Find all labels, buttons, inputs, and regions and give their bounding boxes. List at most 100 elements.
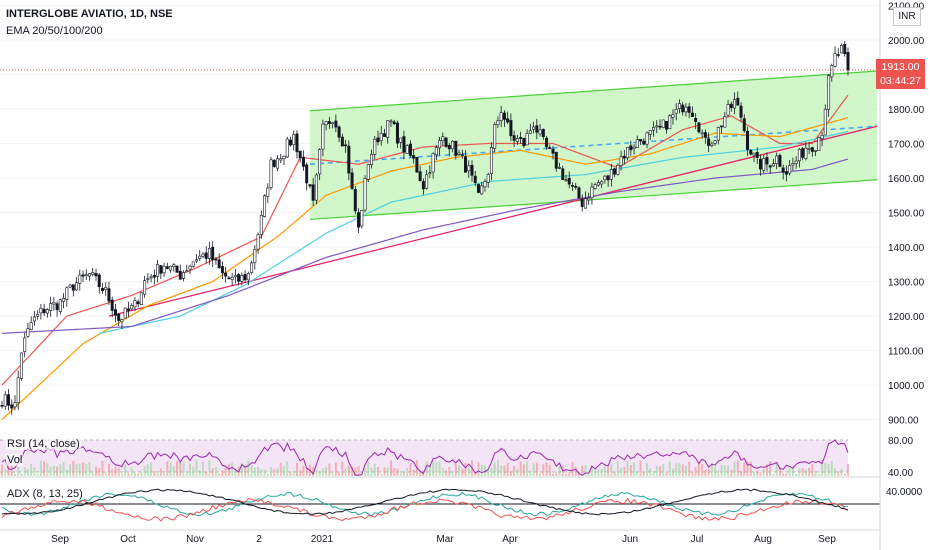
candle-7 [23,337,27,352]
volume-bar-47 [153,471,156,476]
volume-bar-39 [127,473,130,476]
volume-bar-100 [325,467,328,476]
candle-242 [784,171,788,175]
candle-175 [567,177,571,185]
candle-227 [736,97,740,106]
volume-bar-237 [769,461,772,476]
volume-bar-120 [389,460,392,476]
volume-bar-126 [409,463,412,476]
channel-upper[interactable] [309,70,878,112]
candle-68 [220,266,224,274]
candle-86 [279,158,283,161]
volume-bar-183 [594,470,597,476]
volume-bar-36 [117,467,120,476]
time-label-5: Mar [436,534,454,545]
candle-83 [269,159,273,188]
candle-36 [117,313,121,321]
volume-bar-61 [198,470,201,476]
volume-bar-186 [603,465,606,476]
volume-bar-62 [201,462,204,476]
volume-bar-208 [675,462,678,476]
rsi-band [0,440,848,472]
candle-144 [467,165,471,172]
volume-label[interactable]: Vol [6,454,24,466]
indicator-label[interactable]: EMA 20/50/100/200 [6,25,103,37]
volume-bar-25 [82,462,85,476]
chart-title[interactable]: INTERGLOBE AVIATIO, 1D, NSE [6,8,173,20]
volume-bar-184 [597,469,600,476]
volume-bar-153 [496,460,499,476]
candle-124 [402,136,406,153]
candle-25 [81,274,85,277]
adx-label[interactable]: ADX (8, 13, 25) [6,488,84,500]
volume-bar-46 [150,462,153,476]
candle-1 [3,394,7,407]
volume-bar-176 [571,461,574,476]
candle-102 [331,122,335,124]
candle-260 [843,44,847,55]
volume-bar-89 [289,472,292,476]
volume-bar-74 [240,462,243,476]
volume-bar-247 [801,468,804,476]
candle-91 [295,133,299,153]
volume-bar-146 [474,473,477,476]
rsi-label[interactable]: RSI (14, close) [6,438,81,450]
candle-12 [39,307,43,314]
candle-193 [626,147,630,159]
candle-163 [528,130,532,134]
candle-21 [68,284,72,288]
volume-bar-77 [250,464,253,476]
candle-192 [622,155,626,159]
candle-35 [113,309,117,316]
candle-41 [133,300,137,308]
candle-223 [723,116,727,128]
candle-101 [327,121,331,124]
candle-29 [94,273,98,277]
volume-bar-217 [704,470,707,476]
volume-bar-202 [655,466,658,476]
candle-18 [58,299,62,312]
candle-249 [807,148,811,150]
volume-bar-123 [399,471,402,476]
time-label-1: Oct [120,534,136,545]
volume-bar-54 [176,460,179,476]
candle-75 [243,274,247,281]
volume-bar-86 [279,462,282,476]
support-trendline[interactable] [108,125,878,317]
currency-button[interactable]: INR [893,7,921,26]
candle-112 [363,178,367,211]
candle-77 [250,262,254,273]
candle-84 [272,159,276,167]
candle-255 [827,75,831,110]
time-label-3: 2 [256,534,262,545]
candle-4 [13,402,17,408]
channel-lower[interactable] [309,179,878,221]
volume-bar-80 [260,469,263,476]
volume-bar-115 [373,463,376,476]
candle-151 [489,146,493,175]
candle-115 [373,138,377,155]
candle-10 [32,316,36,322]
candle-145 [470,164,474,176]
channel-midline[interactable] [309,125,878,165]
candle-135 [438,140,442,149]
main-pane [0,4,880,421]
candle-169 [548,147,552,150]
candle-132 [428,172,432,175]
candle-134 [434,147,438,156]
volume-bar-76 [247,460,250,476]
volume-bar-182 [590,466,593,476]
volume-bar-246 [798,468,801,476]
candle-184 [596,182,600,186]
volume-bar-14 [46,463,49,476]
candle-62 [201,253,205,257]
volume-bar-65 [211,468,214,476]
candle-40 [130,305,134,310]
volume-bar-118 [383,467,386,476]
volume-bar-260 [843,473,846,476]
candle-96 [311,184,315,201]
candle-176 [570,185,574,187]
candle-180 [583,198,587,209]
volume-bar-162 [526,461,529,476]
